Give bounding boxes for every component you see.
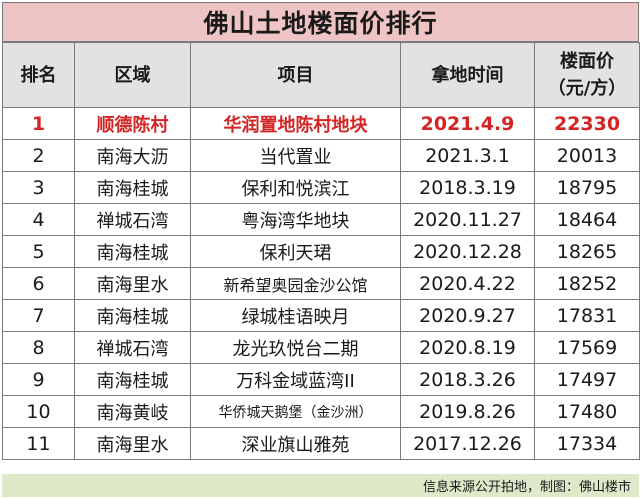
cell-project: 保利和悦滨江 (190, 171, 401, 204)
cell-date: 2018.3.26 (400, 363, 535, 396)
cell-rank: 8 (2, 331, 75, 364)
cell-date: 2020.4.22 (400, 267, 535, 300)
cell-rank: 11 (2, 427, 75, 460)
cell-rank: 6 (2, 267, 75, 300)
cell-date: 2020.8.19 (400, 331, 535, 364)
cell-price: 17480 (534, 395, 640, 428)
cell-price: 22330 (534, 107, 640, 140)
cell-area: 南海桂城 (74, 171, 191, 204)
cell-price: 18265 (534, 235, 640, 268)
cell-price: 17569 (534, 331, 640, 364)
header-price-line2: （元/方） (547, 78, 627, 99)
cell-project: 龙光玖悦台二期 (190, 331, 401, 364)
table-row: 4 禅城石湾 粤海湾华地块 2020.11.27 18464 (2, 203, 640, 236)
cell-date: 2017.12.26 (400, 427, 535, 460)
cell-date: 2020.9.27 (400, 299, 535, 332)
cell-rank: 3 (2, 171, 75, 204)
cell-price: 17831 (534, 299, 640, 332)
table-row: 11 南海里水 深业旗山雅苑 2017.12.26 17334 (2, 427, 640, 460)
cell-project: 深业旗山雅苑 (190, 427, 401, 460)
cell-price: 17334 (534, 427, 640, 460)
cell-project: 当代置业 (190, 139, 401, 172)
cell-date: 2019.8.26 (400, 395, 535, 428)
cell-rank: 2 (2, 139, 75, 172)
cell-rank: 4 (2, 203, 75, 236)
cell-area: 南海黄岐 (74, 395, 191, 428)
cell-date: 2020.11.27 (400, 203, 535, 236)
header-row: 排名 区域 项目 拿地时间 楼面价 （元/方） (2, 42, 640, 108)
table-row: 9 南海桂城 万科金域蓝湾II 2018.3.26 17497 (2, 363, 640, 396)
cell-project: 保利天珺 (190, 235, 401, 268)
cell-area: 南海里水 (74, 427, 191, 460)
cell-price: 17497 (534, 363, 640, 396)
cell-price: 18795 (534, 171, 640, 204)
table-row: 5 南海桂城 保利天珺 2020.12.28 18265 (2, 235, 640, 268)
table-row: 2 南海大沥 当代置业 2021.3.1 20013 (2, 139, 640, 172)
cell-date: 2021.4.9 (400, 107, 535, 140)
cell-area: 南海桂城 (74, 299, 191, 332)
cell-area: 南海里水 (74, 267, 191, 300)
cell-rank: 7 (2, 299, 75, 332)
header-project: 项目 (190, 42, 401, 108)
table-row: 1 顺德陈村 华润置地陈村地块 2021.4.9 22330 (2, 107, 640, 140)
cell-project: 华润置地陈村地块 (190, 107, 401, 140)
cell-rank: 9 (2, 363, 75, 396)
cell-area: 顺德陈村 (74, 107, 191, 140)
cell-project: 万科金域蓝湾II (190, 363, 401, 396)
cell-price: 20013 (534, 139, 640, 172)
cell-date: 2021.3.1 (400, 139, 535, 172)
cell-date: 2018.3.19 (400, 171, 535, 204)
cell-price: 18252 (534, 267, 640, 300)
cell-project: 绿城桂语映月 (190, 299, 401, 332)
cell-rank: 10 (2, 395, 75, 428)
table-row: 6 南海里水 新希望奥园金沙公馆 2020.4.22 18252 (2, 267, 640, 300)
cell-project: 新希望奥园金沙公馆 (190, 267, 401, 300)
header-rank: 排名 (2, 42, 75, 108)
table-row: 7 南海桂城 绿城桂语映月 2020.9.27 17831 (2, 299, 640, 332)
cell-area: 禅城石湾 (74, 331, 191, 364)
table-row: 10 南海黄岐 华侨城天鹅堡（金沙洲） 2019.8.26 17480 (2, 395, 640, 428)
header-price-line1: 楼面价 (560, 51, 614, 72)
cell-price: 18464 (534, 203, 640, 236)
cell-area: 禅城石湾 (74, 203, 191, 236)
cell-rank: 1 (2, 107, 75, 140)
source-note: 信息来源公开拍地，制图：佛山楼市 (2, 474, 639, 497)
table-row: 8 禅城石湾 龙光玖悦台二期 2020.8.19 17569 (2, 331, 640, 364)
header-area: 区域 (74, 42, 191, 108)
cell-project: 华侨城天鹅堡（金沙洲） (190, 395, 401, 428)
table-title: 佛山土地楼面价排行 (2, 2, 639, 42)
cell-area: 南海桂城 (74, 363, 191, 396)
ranking-table: 排名 区域 项目 拿地时间 楼面价 （元/方） 1 顺德陈村 华润置地陈村地块 … (2, 42, 640, 460)
header-date: 拿地时间 (400, 42, 535, 108)
cell-area: 南海桂城 (74, 235, 191, 268)
header-price: 楼面价 （元/方） (534, 42, 640, 108)
cell-area: 南海大沥 (74, 139, 191, 172)
cell-project: 粤海湾华地块 (190, 203, 401, 236)
cell-date: 2020.12.28 (400, 235, 535, 268)
cell-rank: 5 (2, 235, 75, 268)
table-row: 3 南海桂城 保利和悦滨江 2018.3.19 18795 (2, 171, 640, 204)
